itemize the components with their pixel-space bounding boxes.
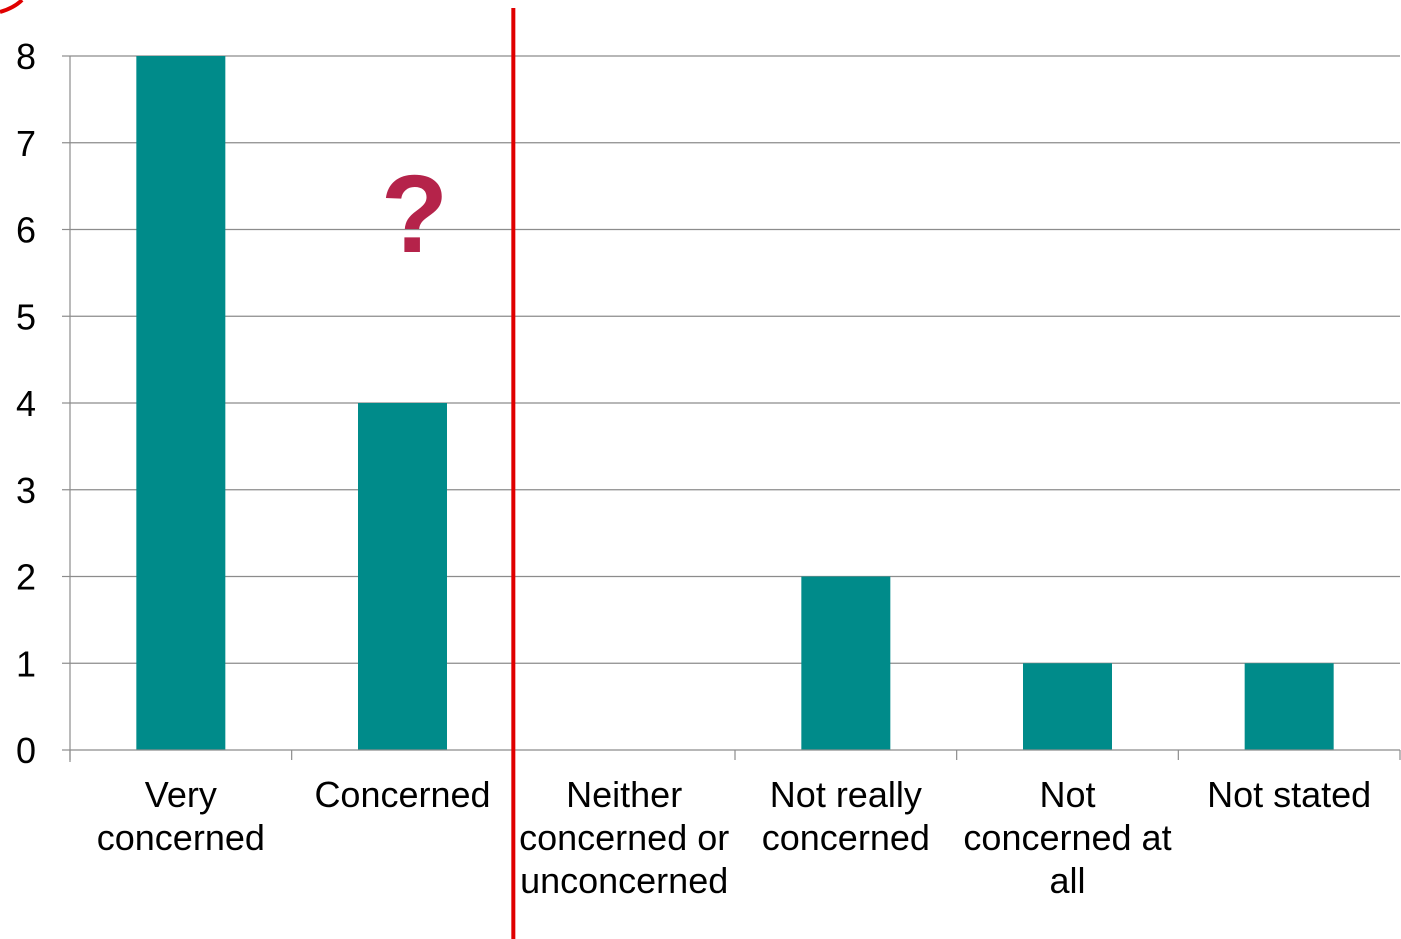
question-mark-annotation: ?	[381, 153, 448, 276]
y-tick-label: 6	[16, 210, 36, 251]
axes	[69, 56, 1401, 762]
y-tick-labels: 0 1 2 3 4 5 6 7 8	[16, 36, 36, 771]
y-tick-label: 7	[16, 123, 36, 164]
corner-circle-mark	[0, 0, 24, 14]
bar	[136, 56, 226, 750]
bar	[1023, 663, 1112, 750]
y-tick-label: 3	[16, 470, 36, 511]
category-label: Not really concerned	[762, 774, 930, 858]
category-label: Not stated	[1207, 774, 1371, 815]
y-tick-label: 8	[16, 36, 36, 77]
bars	[136, 56, 1334, 750]
bar	[358, 403, 447, 750]
category-label: Not concerned at all	[963, 774, 1171, 901]
category-label: Very concerned	[97, 774, 265, 858]
y-tick-label: 2	[16, 557, 36, 598]
y-tick-label: 4	[16, 383, 36, 424]
bar	[1244, 663, 1334, 750]
y-tick-label: 1	[16, 643, 36, 684]
bar	[801, 576, 891, 750]
category-labels: Very concerned Concerned Neither concerned o…	[97, 774, 1371, 901]
y-tick-label: 0	[16, 730, 36, 771]
category-label: Concerned	[314, 774, 490, 815]
gridlines	[62, 55, 1400, 751]
category-label: Neither concerned or unconcerned	[519, 774, 729, 901]
y-tick-label: 5	[16, 296, 36, 337]
